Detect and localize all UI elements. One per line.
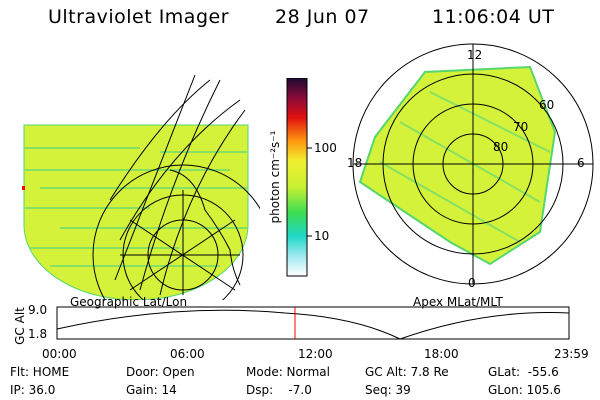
instrument-title: Ultraviolet Imager <box>48 6 230 28</box>
info-mode: Mode: Normal <box>246 365 330 379</box>
info-dsp: Dsp: -7.0 <box>246 383 312 397</box>
geographic-map <box>22 74 260 300</box>
red-pixel <box>22 186 25 190</box>
mlt-label-0: 0 <box>468 276 476 290</box>
info-flt: Flt: HOME <box>10 365 70 379</box>
info-gcalt: GC Alt: 7.8 Re <box>365 365 449 379</box>
colorbar-unit-label: photon cm⁻²s⁻¹ <box>268 130 282 224</box>
lat-label-80: 80 <box>493 140 509 154</box>
mlt-label-18: 18 <box>347 156 363 170</box>
altitude-ytick-1-8: 1.8 <box>28 327 48 341</box>
info-glat: GLat: -55.6 <box>488 365 559 379</box>
mlt-label-6: 6 <box>577 156 585 170</box>
time-tick-2359: 23:59 <box>554 347 589 361</box>
info-gain: Gain: 14 <box>126 383 177 397</box>
right-panel-caption: Apex MLat/MLT <box>413 295 503 309</box>
altitude-ytick-9: 9.0 <box>28 303 48 317</box>
time-tick-1200: 12:00 <box>298 347 333 361</box>
time-tick-0600: 06:00 <box>170 347 205 361</box>
uv-image-right <box>358 65 557 266</box>
colorbar-tick-100: 100 <box>314 141 337 155</box>
mlt-label-12: 12 <box>467 48 483 62</box>
lat-label-60: 60 <box>539 98 555 112</box>
time-label: 11:06:04 UT <box>432 6 555 28</box>
polar-plot <box>352 43 594 285</box>
info-seq: Seq: 39 <box>365 383 411 397</box>
info-glon: GLon: 105.6 <box>488 383 561 397</box>
colorbar <box>286 78 312 277</box>
info-door: Door: Open <box>126 365 195 379</box>
altitude-plot <box>56 306 570 340</box>
time-tick-0000: 00:00 <box>42 347 77 361</box>
time-tick-1800: 18:00 <box>424 347 459 361</box>
lat-label-70: 70 <box>513 120 529 134</box>
info-ip: IP: 36.0 <box>10 383 56 397</box>
date-label: 28 Jun 07 <box>275 6 370 28</box>
left-panel-caption: Geographic Lat/Lon <box>70 295 188 309</box>
colorbar-tick-10: 10 <box>314 229 330 243</box>
altitude-ylabel: GC Alt <box>13 307 27 345</box>
